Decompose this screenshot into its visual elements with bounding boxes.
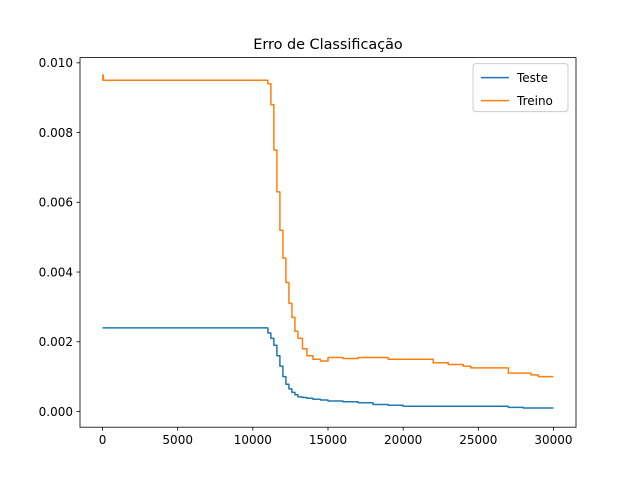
x-tick-label: 30000 (534, 433, 572, 447)
x-tick-label: 25000 (459, 433, 497, 447)
y-tick-label: 0.004 (39, 265, 73, 279)
x-tick-label: 20000 (384, 433, 422, 447)
x-tick-label: 15000 (309, 433, 347, 447)
y-tick-label: 0.006 (39, 196, 73, 210)
y-axis: 0.000 0.002 0.004 0.006 0.008 0.010 (39, 56, 80, 419)
x-tick-label: 10000 (234, 433, 272, 447)
series-line-treino (102, 74, 554, 378)
legend-label-teste: Teste (516, 71, 548, 85)
chart-title: Erro de Classificação (253, 37, 403, 53)
legend-label-treino: Treino (516, 94, 553, 108)
y-tick-label: 0.008 (39, 126, 73, 140)
y-tick-label: 0.010 (39, 56, 73, 70)
y-tick-label: 0.002 (39, 335, 73, 349)
x-axis: 0 5000 10000 15000 20000 25000 30000 (99, 427, 573, 447)
series-line-teste (102, 327, 554, 409)
x-tick-label: 5000 (162, 433, 193, 447)
x-tick-label: 0 (99, 433, 107, 447)
legend: Teste Treino (472, 63, 569, 113)
y-tick-label: 0.000 (39, 405, 73, 419)
legend-box (472, 63, 569, 113)
